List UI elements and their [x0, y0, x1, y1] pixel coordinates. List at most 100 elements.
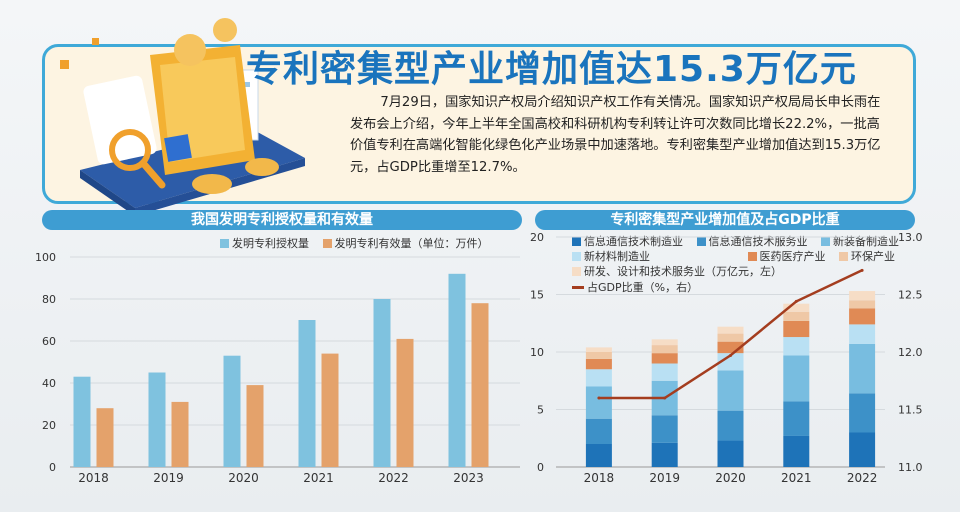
bar-valid — [96, 408, 114, 467]
page-title: 专利密集型产业增加值达15.3万亿元 — [246, 49, 857, 90]
stacked-segment — [849, 300, 876, 309]
stacked-segment — [651, 415, 678, 443]
bar-grant — [373, 299, 391, 467]
y-left-tick-label: 0 — [537, 461, 544, 474]
x-tick-label: 2023 — [453, 471, 484, 485]
patent-folder-illustration — [60, 18, 305, 210]
y-left-tick-label: 15 — [530, 289, 544, 302]
legend-item: 新装备制造业 — [821, 235, 899, 249]
x-tick-label: 2021 — [303, 471, 334, 485]
legend-item: 环保产业 — [839, 250, 895, 264]
x-tick-label: 2022 — [378, 471, 409, 485]
chart-left-title: 我国发明专利授权量和有效量 — [42, 210, 522, 230]
legend-item: 新材料制造业 — [572, 250, 734, 264]
legend-item: 信息通信技术服务业 — [696, 235, 808, 249]
magnifier-icon — [109, 129, 151, 171]
stacked-segment — [783, 355, 810, 402]
x-tick-label: 2022 — [847, 471, 878, 485]
y-right-tick-label: 11.5 — [898, 404, 923, 417]
y-left-tick-label: 10 — [530, 346, 544, 359]
stacked-segment — [585, 352, 612, 359]
sparkle-icon — [92, 38, 99, 45]
bar-valid — [396, 338, 414, 467]
chart-right-title: 专利密集型产业增加值及占GDP比重 — [535, 210, 915, 230]
stacked-segment — [585, 386, 612, 419]
stacked-segment — [651, 353, 678, 364]
stacked-segment — [783, 320, 810, 338]
stacked-segment — [585, 444, 612, 467]
bar-valid — [171, 401, 189, 467]
chart-right-legend: 信息通信技术制造业 信息通信技术服务业 新装备制造业 新材料制造业 医药医疗产业… — [572, 235, 912, 295]
stacked-segment — [651, 442, 678, 467]
y-right-tick-label: 11.0 — [898, 461, 923, 474]
stacked-segment — [585, 418, 612, 444]
sparkle-icon — [60, 60, 69, 69]
stacked-segment — [651, 363, 678, 381]
stacked-segment — [783, 401, 810, 436]
stacked-segment — [585, 347, 612, 352]
stacked-segment — [717, 333, 744, 342]
bar-valid — [471, 303, 489, 467]
stacked-segment — [849, 393, 876, 433]
y-tick-label: 20 — [42, 419, 56, 432]
y-tick-label: 80 — [42, 293, 56, 306]
article-text: 7月29日，国家知识产权局介绍知识产权工作有关情况。国家知识产权局局长申长雨在发… — [350, 95, 881, 175]
stacked-segment — [717, 440, 744, 467]
receipt-icon — [83, 75, 157, 165]
y-tick-label: 100 — [35, 251, 56, 264]
x-tick-label: 2018 — [78, 471, 109, 485]
bar-grant — [298, 320, 316, 467]
bar-grant — [73, 376, 91, 467]
legend-item: 发明专利有效量（单位：万件） — [322, 235, 489, 251]
legend-item: 医药医疗产业 — [747, 250, 826, 264]
x-tick-label: 2019 — [649, 471, 680, 485]
stacked-segment — [717, 370, 744, 411]
y-right-tick-label: 13.0 — [898, 231, 923, 244]
y-right-tick-label: 12.5 — [898, 289, 923, 302]
y-left-tick-label: 5 — [537, 404, 544, 417]
cube-icon — [164, 134, 192, 162]
coin-icon — [213, 18, 237, 42]
stacked-segment — [651, 345, 678, 354]
stacked-segment — [783, 303, 810, 312]
stacked-segment — [717, 353, 744, 371]
x-tick-label: 2018 — [584, 471, 615, 485]
gdp-share-point — [729, 353, 732, 357]
stacked-segment — [585, 369, 612, 387]
coin-icon — [192, 174, 232, 194]
stacked-segment — [717, 341, 744, 354]
y-tick-label: 40 — [42, 377, 56, 390]
coin-icon — [245, 158, 279, 176]
bar-grant — [148, 372, 166, 467]
bar-grant — [223, 355, 241, 467]
legend-item: 发明专利授权量 — [220, 235, 309, 251]
stacked-segment — [849, 324, 876, 344]
x-tick-label: 2019 — [153, 471, 184, 485]
y-tick-label: 60 — [42, 335, 56, 348]
legend-item: 信息通信技术制造业 — [572, 235, 683, 249]
y-left-tick-label: 20 — [530, 231, 544, 244]
stacked-segment — [849, 343, 876, 394]
gdp-share-point — [597, 396, 601, 400]
bar-valid — [246, 385, 264, 467]
y-right-tick-label: 12.0 — [898, 346, 923, 359]
stacked-segment — [783, 311, 810, 321]
chart-left-legend: 发明专利授权量 发明专利有效量（单位：万件） — [220, 235, 499, 251]
stacked-segment — [849, 291, 876, 301]
bar-grant — [448, 273, 466, 467]
gdp-share-point — [860, 268, 864, 272]
stacked-segment — [849, 432, 876, 467]
x-tick-label: 2020 — [715, 471, 746, 485]
stacked-segment — [651, 339, 678, 346]
stacked-segment — [717, 410, 744, 441]
stacked-segment — [585, 358, 612, 370]
gdp-share-point — [663, 396, 667, 400]
legend-item: 研发、设计和技术服务业（万亿元，左） — [572, 265, 782, 279]
gdp-share-point — [794, 299, 798, 303]
x-tick-label: 2020 — [228, 471, 259, 485]
bar-valid — [321, 353, 339, 467]
coin-icon — [174, 34, 206, 66]
y-tick-label: 0 — [49, 461, 56, 474]
x-tick-label: 2021 — [781, 471, 812, 485]
